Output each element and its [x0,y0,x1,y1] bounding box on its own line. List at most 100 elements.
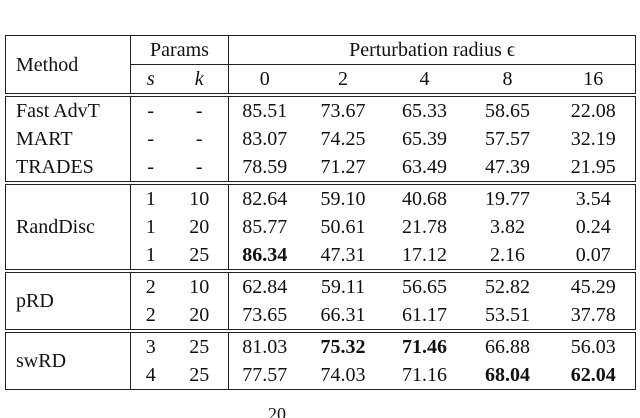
page-number: 20 [268,404,286,418]
value-cell: 37.78 [551,301,636,333]
header-cell: 8 [463,64,552,97]
value-cell: 74.03 [320,364,366,386]
header-cell: k [170,64,229,97]
param-cell: 20 [170,301,229,333]
param-cell: 25 [170,331,229,361]
row: 4 25 77.57 74.03 71.16 68.04 62.04 [6,361,636,390]
value-cell: 47.39 [463,153,552,185]
method-cell: swRD [5,331,131,390]
row: Fast AdvT - -85.51 73.67 65.33 58.65 22.08 [5,95,636,125]
param-cell: 25 [170,361,229,390]
value-cell: 59.10 [320,188,366,210]
value-cell: 53.51 [463,301,552,333]
value-cell: 75.32 [320,336,366,358]
value-cell: 68.04 [485,364,530,386]
value-cell: 78.59 [228,153,301,185]
value-cell: 32.19 [570,128,616,150]
value-cell: 81.03 [242,336,288,358]
value-cell: 86.34 [228,241,301,273]
value-cell: 62.84 [242,276,288,298]
value-cell: 62.04 [570,364,616,386]
value-cell: 3.82 [490,216,525,238]
row: 1 25 86.34 47.31 17.12 2.16 0.07 [6,241,636,273]
value-cell: 77.57 [242,364,288,386]
value-cell: 0.24 [575,216,611,238]
header-cell: 4 [385,64,464,97]
header-cell: Perturbation radius ϵ [228,35,636,65]
param-cell: - [147,100,155,122]
value-cell: 65.39 [402,128,447,150]
row: swRD 3 25 81.03 75.32 71.46 66.88 56.03 [5,331,636,390]
param-cell: 3 [145,336,156,358]
value-cell: 74.25 [320,128,366,150]
param-cell: 25 [170,241,229,273]
header-cell: s [130,64,171,97]
row: TRADES - -78.59 71.27 63.49 47.39 21.95 [5,153,636,185]
param-cell: 1 [145,188,156,210]
param-cell: - [130,153,171,185]
header-cell: 2 [300,64,386,97]
method-cell: TRADES [5,153,131,185]
header-cell: Method [5,35,131,97]
param-cell: 1 [130,241,171,273]
param-cell: 2 [145,276,156,298]
value-cell: 71.46 [402,336,447,358]
value-cell: 65.33 [402,100,447,122]
value-cell: 50.61 [320,216,366,238]
param-cell: - [170,125,229,153]
param-cell: 20 [170,213,229,241]
param-cell: 10 [170,183,229,213]
value-cell: 22.08 [570,100,616,122]
header-cell: 16 [551,64,636,97]
param-cell: 10 [170,271,229,301]
value-cell: 85.51 [242,100,288,122]
method-cell: RandDisc [5,183,131,273]
value-cell: 45.29 [570,276,616,298]
value-cell: 56.03 [570,336,616,358]
method-cell: MART [5,125,131,153]
value-cell: 66.31 [300,301,386,333]
value-cell: 0.07 [551,241,636,273]
row: MART - -83.07 74.25 65.39 57.57 32.19 [5,125,636,153]
value-cell: 17.12 [385,241,464,273]
value-cell: 63.49 [385,153,464,185]
value-cell: 71.27 [300,153,386,185]
row: Method Params Perturbation radius ϵ [5,35,636,97]
param-cell: - [170,153,229,185]
value-cell: 58.65 [485,100,530,122]
value-cell: 82.64 [242,188,288,210]
param-cell: 1 [145,216,156,238]
row: 1 20 85.77 50.61 21.78 3.82 0.24 [6,213,636,241]
value-cell: 73.65 [228,301,301,333]
value-cell: 61.17 [385,301,464,333]
param-cell: 2 [130,301,171,333]
param-cell: - [170,95,229,125]
value-cell: 21.95 [551,153,636,185]
value-cell: 56.65 [402,276,447,298]
value-cell: 85.77 [242,216,288,238]
value-cell: 73.67 [320,100,366,122]
value-cell: 83.07 [242,128,288,150]
value-cell: 3.54 [575,188,611,210]
row: s k 0 2 4 8 16 [6,64,636,97]
param-cell: - [147,128,155,150]
header-cell: Params [130,35,229,65]
header-cell: 0 [228,64,301,97]
value-cell: 66.88 [485,336,530,358]
value-cell: 21.78 [402,216,447,238]
row: pRD 2 10 62.84 59.11 56.65 52.82 45.29 [5,271,636,333]
value-cell: 52.82 [485,276,530,298]
value-cell: 19.77 [485,188,530,210]
row: RandDisc 1 10 82.64 59.10 40.68 19.77 3.54 [5,183,636,273]
value-cell: 59.11 [320,276,366,298]
param-cell: 4 [145,364,156,386]
value-cell: 71.16 [402,364,447,386]
row: 2 20 73.65 66.31 61.17 53.51 37.78 [6,301,636,333]
value-cell: 47.31 [300,241,386,273]
value-cell: 57.57 [485,128,530,150]
method-cell: Fast AdvT [5,95,131,125]
value-cell: 40.68 [402,188,447,210]
value-cell: 2.16 [463,241,552,273]
